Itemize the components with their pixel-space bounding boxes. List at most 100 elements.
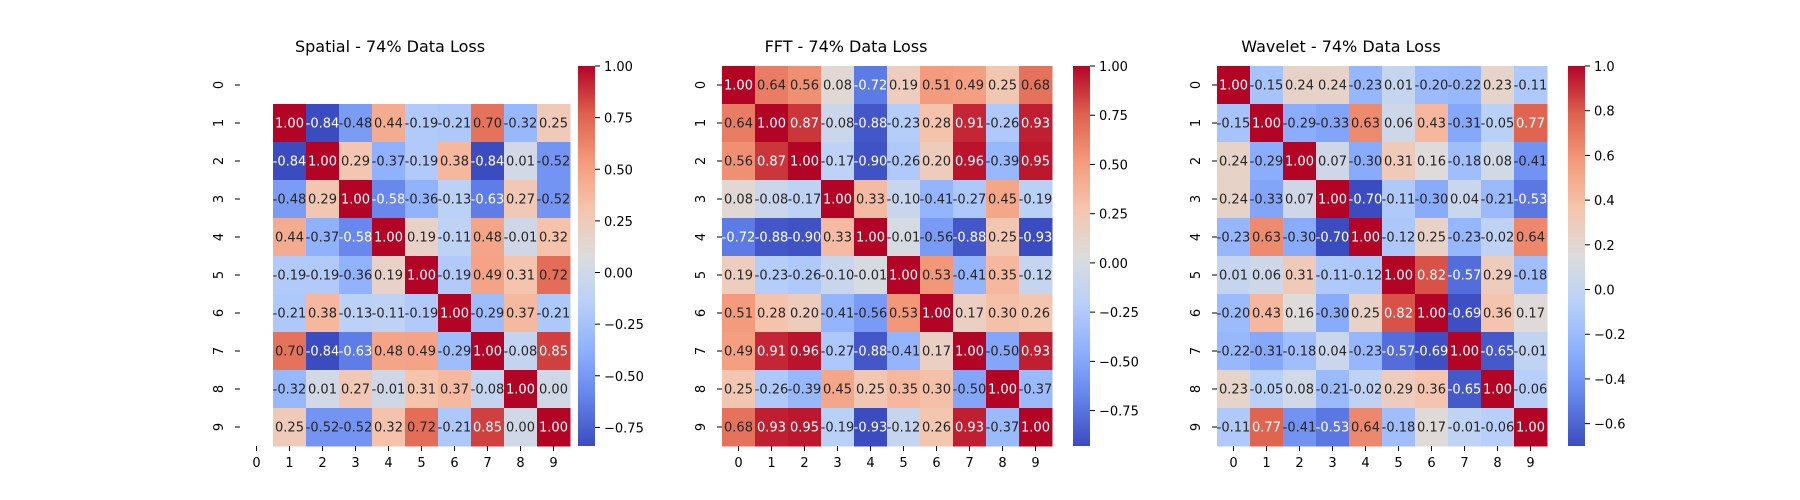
fft-cell-label: -0.19 — [1019, 193, 1053, 208]
spatial-cell-label: -0.19 — [438, 269, 472, 284]
wavelet-x-tick-label: 9 — [1526, 456, 1534, 471]
wavelet-cell — [1415, 180, 1449, 219]
fft-cell-label: 1.00 — [790, 155, 819, 170]
fft-cell-label: 0.49 — [724, 345, 753, 360]
spatial-cell-label: -0.58 — [339, 231, 373, 246]
fft-cell-label: -0.41 — [920, 193, 954, 208]
fft-cell-label: 0.30 — [922, 383, 951, 398]
wavelet-cell-label: 0.08 — [1285, 383, 1314, 398]
wavelet-colorbar-tick-label: −0.6 — [1594, 418, 1626, 433]
spatial-y-tick-label: 7 — [212, 347, 227, 355]
wavelet-colorbar-tick-label: 0.4 — [1594, 194, 1615, 209]
spatial-heatmap-panel: Spatial - 74% Data Loss 1.00 -0.84 -0.48 0.… — [212, 37, 644, 471]
wavelet-cell — [1448, 294, 1482, 333]
spatial-x-tick-label: 5 — [417, 456, 425, 471]
wavelet-cell — [1250, 142, 1284, 181]
fft-cell-label: -0.90 — [788, 231, 822, 246]
wavelet-cell-label: 0.64 — [1351, 421, 1380, 436]
fft-cell-label: 0.20 — [922, 155, 951, 170]
wavelet-cell — [1415, 408, 1449, 447]
spatial-cell — [339, 332, 373, 371]
wavelet-cell-label: 0.08 — [1483, 155, 1512, 170]
spatial-cell-label: -0.01 — [372, 383, 406, 398]
spatial-cell — [504, 256, 538, 295]
wavelet-cell — [1349, 66, 1383, 105]
fft-cell — [854, 218, 888, 257]
spatial-cell — [537, 370, 571, 409]
fft-cell-label: -0.88 — [854, 117, 888, 132]
wavelet-cell-label: 0.25 — [1351, 307, 1380, 322]
fft-cell — [755, 294, 789, 333]
wavelet-x-tick-label: 1 — [1262, 456, 1270, 471]
fft-cell — [887, 142, 921, 181]
fft-cell — [1019, 180, 1053, 219]
fft-cell-label: 1.00 — [955, 345, 984, 360]
wavelet-colorbar-tick-label: 0.2 — [1594, 239, 1615, 254]
wavelet-cell-label: 0.06 — [1252, 269, 1281, 284]
wavelet-cell — [1217, 370, 1251, 409]
wavelet-cell — [1316, 218, 1350, 257]
wavelet-cell-label: -0.01 — [1514, 345, 1548, 360]
spatial-cell — [405, 180, 439, 219]
wavelet-heatmap-y-ticks: 0 1 2 3 4 5 6 7 8 9 — [1189, 81, 1217, 431]
fft-cell-label: 0.93 — [955, 421, 984, 436]
spatial-y-tick-label: 3 — [212, 195, 227, 203]
fft-cell — [920, 332, 954, 371]
fft-cell-label: -0.26 — [788, 269, 822, 284]
spatial-cell — [504, 332, 538, 371]
wavelet-cell — [1316, 180, 1350, 219]
spatial-cell — [372, 408, 406, 447]
wavelet-cell — [1217, 180, 1251, 219]
wavelet-cell-label: -0.01 — [1448, 421, 1482, 436]
spatial-y-tick-label: 4 — [212, 233, 227, 241]
spatial-cell-label: -0.84 — [471, 155, 505, 170]
wavelet-cell-label: 0.04 — [1450, 193, 1479, 208]
fft-cell — [854, 180, 888, 219]
fft-x-tick-label: 2 — [800, 456, 808, 471]
wavelet-cell — [1448, 218, 1482, 257]
fft-y-tick-label: 2 — [694, 157, 709, 165]
fft-cell-label: -0.88 — [953, 231, 987, 246]
wavelet-cell-label: -0.18 — [1283, 345, 1317, 360]
wavelet-cell — [1481, 294, 1515, 333]
spatial-cell — [273, 332, 307, 371]
spatial-cell — [504, 218, 538, 257]
wavelet-cell-label: -0.57 — [1382, 345, 1416, 360]
fft-x-tick-label: 7 — [965, 456, 973, 471]
wavelet-cell — [1250, 294, 1284, 333]
fft-cell — [986, 142, 1020, 181]
fft-x-tick-label: 9 — [1031, 456, 1039, 471]
fft-cell-label: 0.96 — [955, 155, 984, 170]
spatial-cell-label: 0.19 — [374, 269, 403, 284]
wavelet-y-tick-label: 5 — [1189, 271, 1204, 279]
fft-cell-label: -0.93 — [854, 421, 888, 436]
spatial-cell-label: -0.32 — [504, 117, 538, 132]
fft-cell — [953, 256, 987, 295]
wavelet-cell-label: -0.23 — [1217, 231, 1251, 246]
spatial-x-tick-label: 3 — [351, 456, 359, 471]
fft-colorbar-tick-label: 0.75 — [1099, 109, 1128, 124]
wavelet-cell — [1481, 218, 1515, 257]
wavelet-y-tick-label: 4 — [1189, 233, 1204, 241]
wavelet-cell — [1448, 332, 1482, 371]
fft-y-tick-label: 7 — [694, 347, 709, 355]
wavelet-cell-label: -0.31 — [1250, 345, 1284, 360]
wavelet-cell — [1250, 370, 1284, 409]
spatial-heatmap-title: Spatial - 74% Data Loss — [295, 37, 485, 56]
fft-colorbar-tick-label: 0.50 — [1099, 158, 1128, 173]
wavelet-cell-label: -0.20 — [1217, 307, 1251, 322]
spatial-cell — [471, 408, 505, 447]
wavelet-cell-label: 0.63 — [1252, 231, 1281, 246]
fft-cell — [1019, 332, 1053, 371]
fft-cell-label: -0.37 — [1019, 383, 1053, 398]
spatial-cell — [372, 180, 406, 219]
fft-cell — [920, 142, 954, 181]
wavelet-colorbar-tick-label: −0.2 — [1594, 328, 1626, 343]
spatial-colorbar-tick-label: −0.75 — [604, 421, 644, 436]
wavelet-cell-label: 0.64 — [1516, 231, 1545, 246]
wavelet-cell-label: -0.02 — [1481, 231, 1515, 246]
wavelet-x-tick-label: 5 — [1394, 456, 1402, 471]
fft-cell — [854, 104, 888, 143]
wavelet-cell-label: 1.00 — [1516, 421, 1545, 436]
wavelet-cell — [1448, 370, 1482, 409]
